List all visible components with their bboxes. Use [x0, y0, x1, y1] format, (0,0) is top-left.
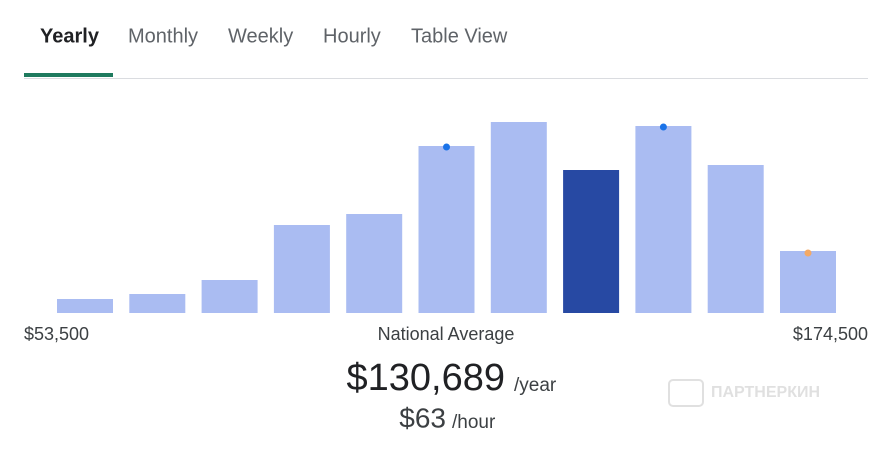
hourly-unit: /hour	[452, 412, 496, 433]
marker-dot	[804, 249, 812, 257]
bar	[563, 170, 620, 313]
watermark: ПАРТНЕРКИН	[668, 379, 820, 407]
bar	[346, 214, 403, 313]
tab[interactable]: Table View	[411, 25, 508, 47]
salary-amount: $130,689	[347, 357, 506, 399]
marker-dot	[659, 123, 667, 131]
bar	[273, 225, 330, 313]
bar	[490, 122, 547, 313]
tab[interactable]: Hourly	[323, 25, 381, 47]
bar	[129, 294, 186, 313]
bar	[780, 251, 836, 313]
marker-dot	[443, 143, 450, 151]
active-tab-indicator	[24, 73, 113, 77]
tab[interactable]: Weekly	[228, 25, 293, 47]
bar	[707, 165, 764, 313]
max-label: $174,500	[793, 324, 868, 344]
min-label: $53,500	[24, 324, 89, 344]
tab[interactable]: Yearly	[40, 25, 100, 47]
tab[interactable]: Monthly	[128, 25, 198, 47]
bar	[418, 146, 475, 313]
watermark-text: ПАРТНЕРКИН	[711, 384, 820, 401]
bar	[201, 280, 258, 313]
mid-label: National Average	[378, 324, 515, 344]
bar	[635, 126, 692, 313]
salary-unit: /year	[514, 375, 557, 396]
bar	[57, 299, 113, 313]
hourly-amount: $63	[399, 402, 446, 433]
watermark-icon	[668, 379, 704, 407]
